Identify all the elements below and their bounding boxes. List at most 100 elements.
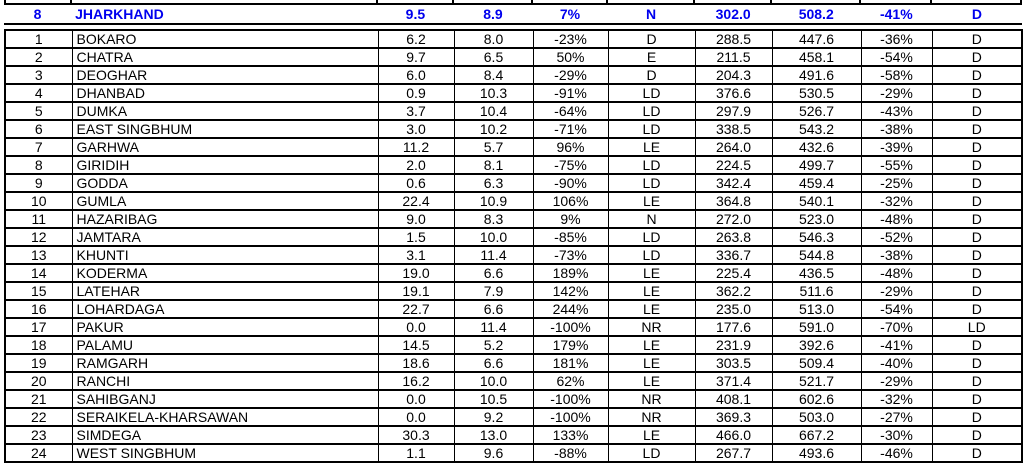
value-cell: -100% [532,317,609,337]
district-name-cell: RAMGARH [71,353,379,373]
value-cell: 436.5 [771,263,862,283]
column-border-stub [930,0,932,3]
value-cell: 458.1 [771,47,862,67]
value-cell: -32% [860,191,933,211]
row-rank-cell: 14 [4,263,73,283]
table-row: 24 WEST SINGBHUM 1.1 9.6 -88% LD 267.7 493.6 -46… [4,443,1023,463]
cropped-row-border-stubs [4,0,1023,3]
value-cell: D [931,353,1023,373]
value-cell: D [931,281,1023,301]
district-name-cell: HAZARIBAG [71,209,379,229]
value-cell: 10.9 [453,191,534,211]
value-cell: 0.0 [377,317,455,337]
value-cell: 11.4 [453,317,534,337]
value-cell: -91% [532,83,609,103]
district-name-cell: GIRIDIH [71,155,379,175]
state-value-cell: 9.5 [405,6,426,22]
state-value-cell: 8.9 [483,6,503,22]
value-cell: 9.2 [453,407,534,427]
value-cell: LE [607,425,696,445]
value-cell: -29% [532,65,609,85]
value-cell: 491.6 [771,65,862,85]
value-cell: 19.0 [377,263,455,283]
value-cell: LD [607,443,696,463]
table-row: 12 JAMTARA 1.5 10.0 -85% LD 263.8 546.3 -52% D [4,227,1023,247]
row-rank-cell: 5 [4,101,73,121]
value-cell: 3.0 [377,119,455,139]
value-cell: NR [607,317,696,337]
row-rank-cell: 18 [4,335,73,355]
value-cell: LE [607,137,696,157]
value-cell: D [931,425,1023,445]
table-row: 1 BOKARO 6.2 8.0 -23% D 288.5 447.6 -36% D [4,29,1023,49]
row-rank-cell: 11 [4,209,73,229]
value-cell: -73% [532,245,609,265]
district-name-cell: JAMTARA [71,227,379,247]
district-name-cell: SERAIKELA-KHARSAWAN [71,407,379,427]
value-cell: D [931,299,1023,319]
column-border-stub [4,0,6,3]
value-cell: 1.5 [377,227,455,247]
value-cell: 0.9 [377,83,455,103]
value-cell: D [931,263,1023,283]
value-cell: 235.0 [694,299,773,319]
value-cell: -25% [860,173,933,193]
table-row: 13 KHUNTI 3.1 11.4 -73% LD 336.7 544.8 -38% D [4,245,1023,265]
value-cell: 503.0 [771,407,862,427]
value-cell: 543.2 [771,119,862,139]
value-cell: LE [607,281,696,301]
column-border-stub [1020,0,1022,3]
row-rank-cell: 24 [4,443,73,463]
value-cell: -100% [532,389,609,409]
value-cell: 376.6 [694,83,773,103]
value-cell: 22.4 [377,191,455,211]
value-cell: LD [607,119,696,139]
column-border-stub [70,0,72,3]
report-table-region: 8 JHARKHAND 9.5 8.9 7% N 302.0 508.2 -41… [4,0,1023,463]
value-cell: 523.0 [771,209,862,229]
value-cell: 546.3 [771,227,862,247]
value-cell: 8.0 [453,29,534,49]
table-row: 6 EAST SINGBHUM 3.0 10.2 -71% LD 338.5 543.2 -38… [4,119,1023,139]
value-cell: -52% [860,227,933,247]
value-cell: 369.3 [694,407,773,427]
value-cell: LD [607,227,696,247]
table-row: 21 SAHIBGANJ 0.0 10.5 -100% NR 408.1 602.6 -32% D [4,389,1023,409]
value-cell: 8.3 [453,209,534,229]
value-cell: D [931,83,1023,103]
value-cell: -54% [860,299,933,319]
value-cell: -38% [860,119,933,139]
value-cell: 244% [532,299,609,319]
row-rank-cell: 4 [4,83,73,103]
value-cell: 466.0 [694,425,773,445]
value-cell: 13.0 [453,425,534,445]
value-cell: D [931,137,1023,157]
value-cell: LD [607,155,696,175]
value-cell: D [607,65,696,85]
state-value-cell: 302.0 [715,6,751,22]
row-rank-cell: 6 [4,119,73,139]
column-border-stub [770,0,772,3]
value-cell: D [931,371,1023,391]
value-cell: 303.5 [694,353,773,373]
table-row: 19 RAMGARH 18.6 6.6 181% LE 303.5 509.4 -40% D [4,353,1023,373]
table-row: 3 DEOGHAR 6.0 8.4 -29% D 204.3 491.6 -58% D [4,65,1023,85]
value-cell: -43% [860,101,933,121]
state-value-cell: N [646,6,657,22]
value-cell: D [931,29,1023,49]
value-cell: 530.5 [771,83,862,103]
table-row: 11 HAZARIBAG 9.0 8.3 9% N 272.0 523.0 -48% D [4,209,1023,229]
value-cell: -64% [532,101,609,121]
state-value-cell: 7% [559,6,581,22]
value-cell: -90% [532,173,609,193]
value-cell: D [931,47,1023,67]
district-name-cell: GUMLA [71,191,379,211]
row-rank-cell: 15 [4,281,73,301]
value-cell: 602.6 [771,389,862,409]
value-cell: D [931,119,1023,139]
value-cell: 22.7 [377,299,455,319]
value-cell: 9% [532,209,609,229]
row-rank-cell: 20 [4,371,73,391]
value-cell: D [931,389,1023,409]
value-cell: -71% [532,119,609,139]
